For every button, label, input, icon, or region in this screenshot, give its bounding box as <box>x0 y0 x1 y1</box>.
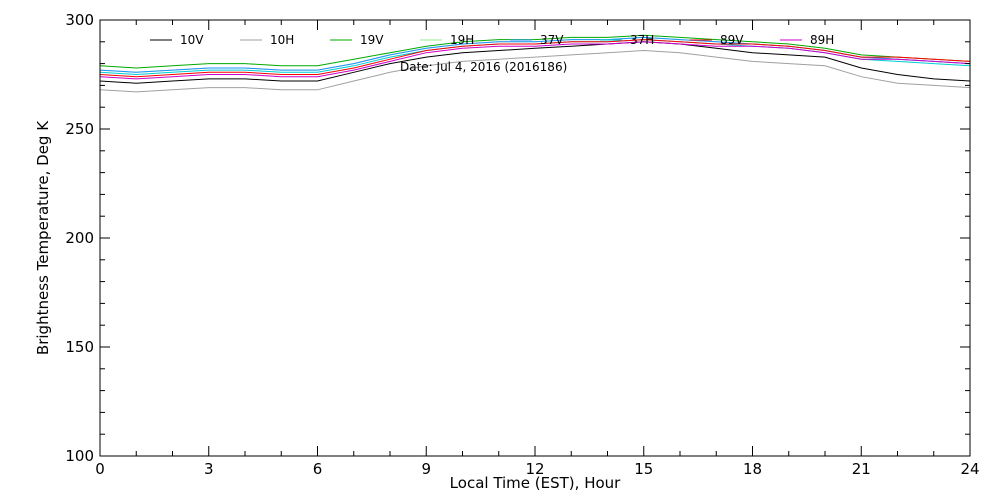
series-group <box>99 34 971 93</box>
legend-label-37v: 37V <box>540 33 564 47</box>
x-tick-label: 15 <box>634 460 653 478</box>
legend: 10V 10H 19V 19H 37V 37H 89V 89H <box>150 33 834 47</box>
y-tick-label: 300 <box>65 11 94 29</box>
date-annotation: Date: Jul 4, 2016 (2016186) <box>400 60 567 74</box>
legend-label-89h: 89H <box>810 33 834 47</box>
legend-label-10h: 10H <box>270 33 294 47</box>
series-line-89v <box>99 39 971 78</box>
legend-label-37h: 37H <box>630 33 654 47</box>
legend-label-89v: 89V <box>720 33 744 47</box>
y-tick-label: 100 <box>65 447 94 465</box>
series-line-10v <box>99 41 971 84</box>
y-tick-label: 150 <box>65 338 94 356</box>
tick-labels: 100 150 200 250 300 0 3 6 9 12 15 18 21 24 <box>65 11 979 478</box>
x-axis-label: Local Time (EST), Hour <box>450 474 621 492</box>
y-axis-label: Brightness Temperature, Deg K <box>34 120 52 355</box>
series-line-89h <box>99 41 971 80</box>
y-tick-label: 250 <box>65 120 94 138</box>
x-tick-label: 6 <box>313 460 323 478</box>
legend-label-10v: 10V <box>180 33 204 47</box>
series-line-19v <box>99 34 971 69</box>
x-tick-label: 21 <box>852 460 871 478</box>
x-tick-label: 9 <box>421 460 431 478</box>
x-tick-label: 18 <box>743 460 762 478</box>
x-tick-label: 0 <box>95 460 105 478</box>
x-tick-label: 24 <box>960 460 979 478</box>
y-tick-label: 200 <box>65 229 94 247</box>
x-tick-label: 12 <box>525 460 544 478</box>
x-tick-label: 3 <box>204 460 214 478</box>
legend-label-19v: 19V <box>360 33 384 47</box>
legend-label-19h: 19H <box>450 33 474 47</box>
ticks-group <box>99 19 971 457</box>
series-line-10h <box>99 49 971 93</box>
